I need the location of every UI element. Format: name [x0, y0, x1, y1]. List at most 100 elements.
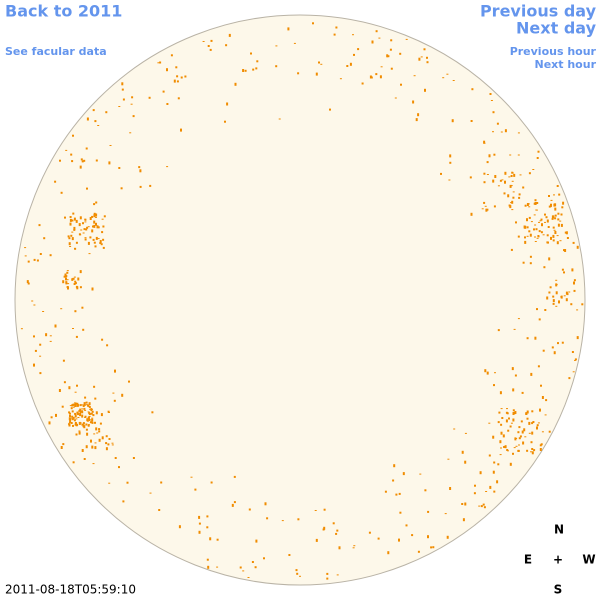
- facula: [138, 166, 141, 169]
- facula: [537, 365, 540, 368]
- facula: [107, 443, 110, 446]
- facula: [517, 431, 520, 434]
- facula: [45, 333, 48, 337]
- facula: [63, 381, 66, 384]
- facula: [518, 444, 520, 446]
- next-hour-link[interactable]: Next hour: [535, 58, 597, 71]
- facula: [83, 159, 86, 162]
- facula: [27, 282, 30, 285]
- facula: [77, 404, 80, 407]
- compass-center: +: [553, 553, 563, 567]
- facula: [67, 235, 70, 238]
- facula: [68, 417, 71, 421]
- facula: [66, 286, 69, 288]
- facula: [323, 526, 326, 530]
- facula: [546, 234, 549, 237]
- facula: [75, 418, 78, 420]
- facula: [393, 464, 396, 468]
- facula: [176, 80, 179, 83]
- previous-hour-link[interactable]: Previous hour: [510, 45, 597, 58]
- facula: [483, 201, 486, 204]
- facula: [68, 237, 71, 240]
- facula: [534, 202, 537, 205]
- facular-data-link[interactable]: See facular data: [5, 45, 107, 58]
- facula: [72, 416, 75, 419]
- facula: [525, 413, 528, 415]
- next-day-link[interactable]: Next day: [516, 19, 597, 38]
- facula: [64, 273, 67, 277]
- facula: [39, 343, 42, 346]
- facula: [281, 520, 284, 522]
- facula: [73, 217, 76, 221]
- facula: [33, 304, 36, 306]
- facula: [554, 231, 557, 234]
- facula: [526, 337, 529, 340]
- facula: [497, 421, 500, 424]
- facula: [523, 225, 526, 229]
- facula: [66, 279, 69, 281]
- facula: [557, 223, 560, 227]
- facula: [97, 125, 100, 126]
- facula: [522, 441, 525, 445]
- facula: [509, 154, 512, 156]
- facula: [88, 402, 91, 406]
- facula: [413, 75, 416, 77]
- facula: [162, 90, 165, 93]
- facula: [513, 447, 516, 449]
- facula: [93, 433, 96, 435]
- facula: [554, 207, 557, 211]
- facula: [118, 167, 121, 169]
- facula: [368, 531, 371, 534]
- facula: [66, 270, 69, 272]
- facula: [560, 296, 563, 298]
- facula: [540, 218, 543, 221]
- facula: [70, 407, 73, 410]
- facula: [74, 391, 77, 393]
- facula: [93, 241, 96, 244]
- facula: [72, 403, 75, 406]
- facula: [69, 218, 72, 222]
- facula: [250, 52, 252, 55]
- facula: [387, 55, 390, 58]
- facula: [514, 411, 517, 414]
- previous-day-link[interactable]: Previous day: [480, 2, 597, 21]
- facula: [483, 172, 486, 175]
- facula: [509, 184, 512, 188]
- facula: [556, 235, 559, 237]
- facula: [378, 37, 381, 39]
- facula: [111, 442, 114, 444]
- facula: [512, 388, 515, 392]
- facula: [555, 284, 558, 286]
- facula: [486, 174, 489, 175]
- facula: [122, 500, 125, 503]
- facula: [576, 245, 579, 249]
- facula: [485, 491, 488, 492]
- facula: [531, 422, 534, 425]
- facula: [513, 173, 516, 177]
- facula: [557, 342, 559, 345]
- facula: [448, 179, 451, 181]
- facula: [91, 215, 94, 218]
- facula: [71, 404, 74, 407]
- facula: [574, 358, 577, 361]
- facula: [86, 117, 89, 121]
- facula: [538, 230, 541, 233]
- facula: [296, 572, 299, 575]
- facula: [389, 48, 392, 51]
- facula: [62, 280, 65, 284]
- facula: [318, 61, 320, 64]
- facula: [93, 212, 96, 215]
- facula: [420, 56, 423, 58]
- facula: [419, 473, 422, 475]
- facula: [263, 557, 265, 560]
- back-link[interactable]: Back to 2011: [5, 2, 122, 21]
- facula: [85, 428, 88, 431]
- facula: [488, 454, 491, 457]
- facula: [148, 96, 151, 99]
- facula: [74, 422, 77, 424]
- facula: [71, 418, 74, 421]
- facula: [464, 460, 467, 464]
- facula: [85, 423, 88, 426]
- facula: [126, 481, 129, 484]
- facula: [74, 247, 77, 250]
